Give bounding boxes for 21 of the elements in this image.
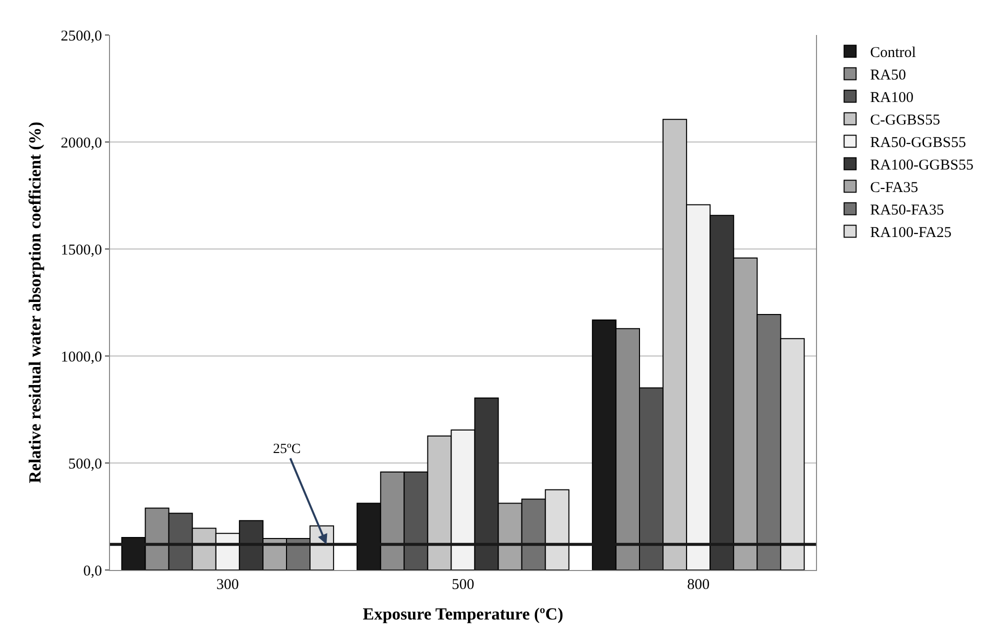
legend-label: RA50 xyxy=(870,68,906,84)
legend-label: RA100-FA25 xyxy=(870,225,952,242)
x-tick-label: 500 xyxy=(452,577,474,593)
y-tick-label: 0,0 xyxy=(83,563,102,580)
y-tick-label: 500,0 xyxy=(68,456,102,472)
legend-label: C-FA35 xyxy=(870,180,918,196)
x-tick-label: 800 xyxy=(687,577,710,593)
legend-label: RA50-GGBS55 xyxy=(870,135,966,152)
y-tick-label: 1000,0 xyxy=(60,349,102,366)
legend-label: C-GGBS55 xyxy=(870,112,940,129)
y-tick-label: 2000,0 xyxy=(60,135,102,152)
ref-line-label: 25ºC xyxy=(273,442,301,457)
x-tick-label: 300 xyxy=(216,577,239,593)
y-tick-label: 1500,0 xyxy=(60,242,102,258)
legend-label: Control xyxy=(870,45,916,62)
y-axis-title: Relative residual water absorption coefficient (%) xyxy=(25,122,44,484)
legend-label: RA50-FA35 xyxy=(870,202,944,219)
x-axis-title: Exposure Temperature (ºC) xyxy=(362,604,564,624)
legend-label: RA100-GGBS55 xyxy=(870,158,974,174)
legend-label: RA100 xyxy=(870,90,914,106)
y-tick-label: 2500,0 xyxy=(60,28,102,44)
